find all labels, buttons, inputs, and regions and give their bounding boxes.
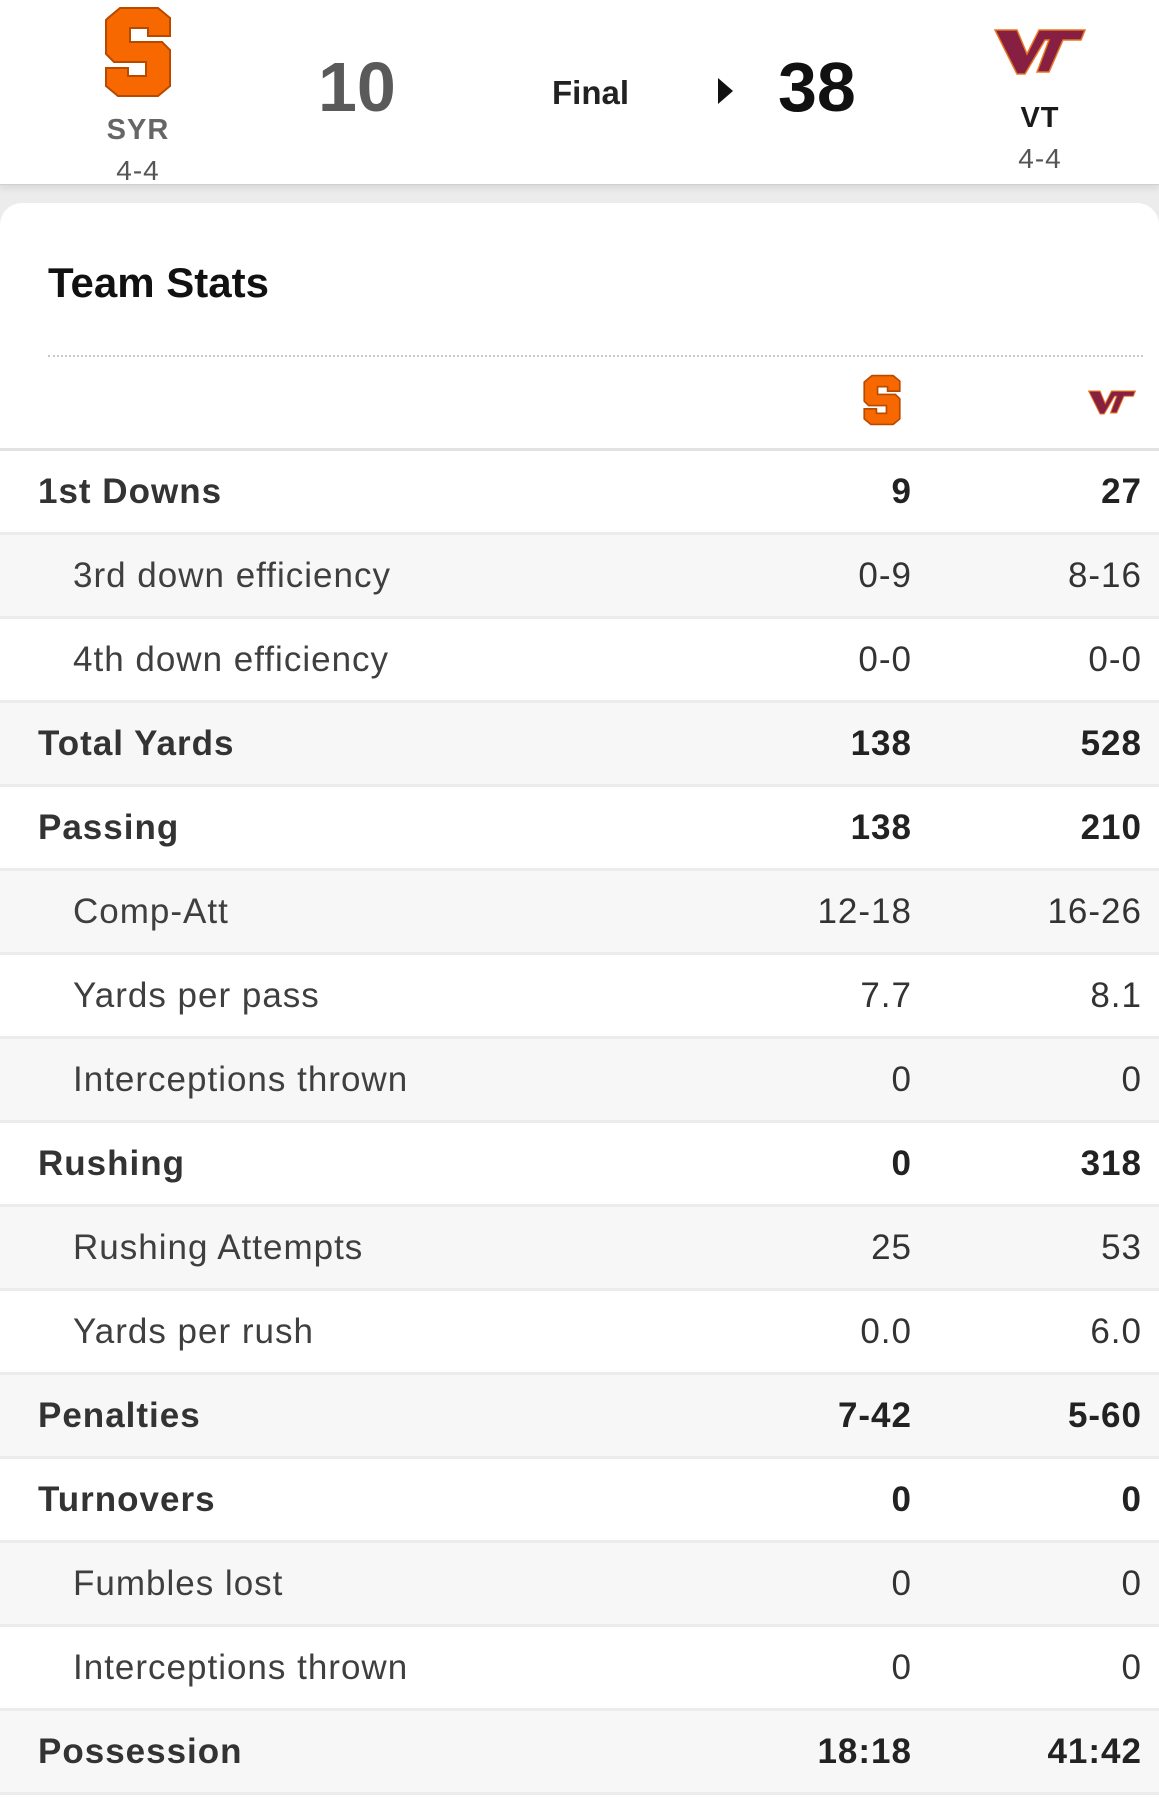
stat-row: Passing 138 210 [0, 787, 1159, 871]
divider [48, 355, 1143, 357]
away-score: 38 [778, 48, 856, 126]
stat-value-home: 0 [891, 1480, 912, 1519]
stat-value-away: 318 [1080, 1144, 1142, 1183]
stat-label: Yards per rush [73, 1312, 314, 1351]
stat-label: Total Yards [38, 724, 235, 763]
stat-row: Rushing Attempts 25 53 [0, 1207, 1159, 1291]
stat-value-away: 0 [1121, 1564, 1142, 1603]
stat-label: Interceptions thrown [73, 1648, 409, 1687]
stat-row: 1st Downs 9 27 [0, 451, 1159, 535]
stat-value-away: 8-16 [1067, 556, 1142, 595]
away-team-abbr: VT [1020, 102, 1060, 134]
stat-row: 4th down efficiency 0-0 0-0 [0, 619, 1159, 703]
stat-label: Comp-Att [73, 892, 229, 931]
stat-row: Possession 18:18 41:42 [0, 1711, 1159, 1795]
stat-value-home: 0 [891, 1564, 912, 1603]
stat-value-away: 16-26 [1047, 892, 1142, 931]
away-team-record: 4-4 [1018, 143, 1062, 174]
team-stats-card: Team Stats 1st Downs 9 27 3rd down efficien… [0, 203, 1159, 1801]
winner-arrow-icon [718, 78, 733, 104]
stat-row: Yards per pass 7.7 8.1 [0, 955, 1159, 1039]
stat-value-away: 0 [1121, 1060, 1142, 1099]
stat-value-home: 0-9 [858, 556, 912, 595]
stat-value-home: 138 [850, 724, 912, 763]
stat-value-home: 12-18 [817, 892, 912, 931]
stat-label: Possession [38, 1732, 243, 1771]
stat-row: Turnovers 0 0 [0, 1459, 1159, 1543]
stat-value-home: 0 [891, 1060, 912, 1099]
stat-value-away: 27 [1101, 472, 1142, 511]
syracuse-s-logo-icon [105, 7, 171, 97]
stat-value-away: 53 [1101, 1228, 1142, 1267]
stat-row: Comp-Att 12-18 16-26 [0, 871, 1159, 955]
stat-value-home: 9 [891, 472, 912, 511]
home-team-record: 4-4 [116, 155, 160, 186]
stat-value-home: 18:18 [817, 1732, 912, 1771]
stat-label: 1st Downs [38, 472, 223, 511]
stat-row: Fumbles lost 0 0 [0, 1543, 1159, 1627]
stats-table: 1st Downs 9 27 3rd down efficiency 0-9 8-16 4t… [0, 451, 1159, 1795]
away-team[interactable]: VT 4-4 [960, 0, 1120, 175]
stat-row: Rushing 0 318 [0, 1123, 1159, 1207]
stat-value-home: 138 [850, 808, 912, 847]
stat-value-away: 210 [1080, 808, 1142, 847]
stat-value-away: 6.0 [1090, 1312, 1142, 1351]
stat-label: Interceptions thrown [73, 1060, 409, 1099]
virginia-tech-column-logo-icon [1087, 390, 1137, 415]
stat-value-away: 528 [1080, 724, 1142, 763]
stat-row: Interceptions thrown 0 0 [0, 1039, 1159, 1123]
home-team[interactable]: SYR 4-4 [58, 0, 218, 187]
stat-value-away: 8.1 [1090, 976, 1142, 1015]
game-status: Final [552, 74, 630, 111]
table-header-divider [0, 448, 1159, 451]
stat-value-home: 0.0 [860, 1312, 912, 1351]
stat-row: Penalties 7-42 5-60 [0, 1375, 1159, 1459]
virginia-tech-vt-logo-icon [993, 29, 1087, 75]
stat-row: 3rd down efficiency 0-9 8-16 [0, 535, 1159, 619]
stat-label: Passing [38, 808, 180, 847]
stat-label: Fumbles lost [73, 1564, 284, 1603]
stat-row: Total Yards 138 528 [0, 703, 1159, 787]
stat-label: Rushing Attempts [73, 1228, 364, 1267]
stat-label: Turnovers [38, 1480, 216, 1519]
stat-value-home: 7.7 [860, 976, 912, 1015]
stat-value-away: 0 [1121, 1480, 1142, 1519]
stat-row: Interceptions thrown 0 0 [0, 1627, 1159, 1711]
stat-label: Rushing [38, 1144, 185, 1183]
section-title: Team Stats [48, 259, 269, 306]
stat-label: Penalties [38, 1396, 201, 1435]
stat-value-away: 41:42 [1047, 1732, 1142, 1771]
stat-value-home: 7-42 [837, 1396, 912, 1435]
stat-value-away: 0 [1121, 1648, 1142, 1687]
stat-row: Yards per rush 0.0 6.0 [0, 1291, 1159, 1375]
stat-value-home: 0-0 [858, 640, 912, 679]
stat-value-home: 0 [891, 1144, 912, 1183]
stat-value-home: 0 [891, 1648, 912, 1687]
syracuse-column-logo-icon [863, 374, 901, 426]
stat-value-away: 5-60 [1067, 1396, 1142, 1435]
home-team-abbr: SYR [106, 114, 170, 146]
stat-label: 3rd down efficiency [73, 556, 391, 595]
home-score: 10 [318, 48, 396, 126]
scoreboard-header: SYR 4-4 10 Final 38 VT 4-4 [0, 0, 1159, 187]
stat-value-away: 0-0 [1088, 640, 1142, 679]
stat-label: 4th down efficiency [73, 640, 390, 679]
stat-label: Yards per pass [73, 976, 320, 1015]
stat-value-home: 25 [871, 1228, 912, 1267]
